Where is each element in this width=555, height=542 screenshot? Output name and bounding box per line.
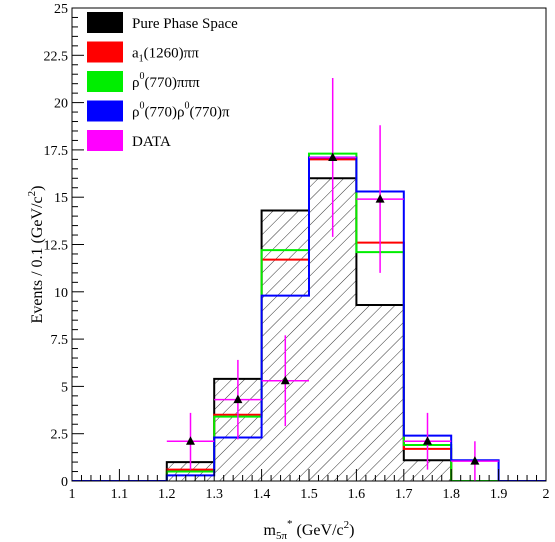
y-axis-label-sup: 2	[26, 191, 38, 197]
y-tick-label: 12.5	[44, 239, 69, 254]
y-tick-label: 2.5	[51, 428, 69, 443]
y-axis-label-close: )	[29, 186, 46, 191]
legend-label-4: DATA	[132, 134, 171, 150]
y-tick-label: 7.5	[51, 333, 69, 348]
y-tick-label: 22.5	[44, 49, 69, 64]
x-tick-label: 1.4	[253, 487, 271, 502]
phase-space-hatch-fill	[72, 178, 546, 481]
data-point-5	[403, 412, 452, 470]
x-tick-label: 1.6	[348, 487, 366, 502]
x-tick-label: 1.5	[300, 487, 318, 502]
x-tick-label: 2	[543, 487, 550, 502]
data-points-layer	[166, 78, 499, 481]
legend: Pure Phase Space a1(1260)ππ ρ0(770)πππ ρ0(7…	[87, 12, 238, 151]
legend-label-2: ρ0(770)πππ	[132, 71, 200, 91]
y-tick-label: 15	[54, 191, 68, 206]
x-axis-label-close: )	[349, 522, 354, 539]
data-point-3	[309, 78, 357, 237]
y-tick-label: 0	[61, 475, 68, 490]
legend-swatch-1	[87, 41, 123, 63]
legend-swatch-3	[87, 100, 123, 122]
x-tick-label: 1	[69, 487, 76, 502]
x-tick-label: 1.2	[158, 487, 176, 502]
x-tick-label: 1.9	[490, 487, 508, 502]
data-point-0	[166, 412, 215, 470]
legend-swatch-0	[87, 12, 123, 33]
y-tick-label: 20	[54, 97, 68, 112]
x-axis-label-unit-sup: 2	[344, 519, 350, 531]
x-tick-label: 1.3	[205, 487, 223, 502]
x-axis-label-sup: *	[287, 518, 293, 530]
x-tick-label: 1.1	[111, 487, 129, 502]
data-point-marker	[375, 194, 385, 203]
x-axis-label-main: m	[264, 522, 277, 539]
legend-label-1: a1(1260)ππ	[132, 46, 199, 65]
y-tick-label: 17.5	[44, 144, 69, 159]
data-point-4	[356, 125, 404, 273]
data-point-marker	[423, 436, 432, 445]
data-point-2	[261, 335, 309, 427]
data-point-marker	[186, 436, 195, 445]
legend-label-3: ρ0(770)ρ0(770)π	[132, 101, 230, 121]
legend-label-0: Pure Phase Space	[132, 16, 238, 32]
data-point-6	[451, 441, 499, 481]
x-tick-label: 1.8	[442, 487, 460, 502]
data-point-marker	[328, 152, 338, 161]
data-point-marker	[470, 456, 480, 465]
phase-space-hatch-layer	[72, 178, 546, 481]
legend-swatch-4	[87, 130, 123, 151]
y-tick-label: 5	[61, 380, 68, 395]
data-point-marker	[280, 375, 290, 385]
y-axis: 0 2.5 5 7.5 10 12.5 15 17.5 20 22.5 25	[44, 2, 84, 490]
data-point-marker	[233, 394, 243, 404]
y-tick-label: 25	[54, 2, 68, 17]
y-axis-label: Events / 0.1 (GeV/c2)	[26, 186, 46, 324]
y-tick-label: 10	[54, 286, 68, 301]
x-axis-label: m5π* (GeV/c2)	[264, 518, 355, 542]
x-axis-label-sub: 5π	[276, 530, 288, 542]
x-tick-label: 1.7	[395, 487, 413, 502]
legend-swatch-2	[87, 71, 123, 92]
x-axis-label-unit: (GeV/c	[293, 522, 344, 539]
y-axis-label-main: Events / 0.1 (GeV/c	[29, 196, 46, 323]
data-point-1	[214, 359, 262, 440]
x-axis: 1 1.1 1.2 1.3 1.4 1.5 1.6 1.7 1.8 1.9 2	[69, 469, 550, 502]
